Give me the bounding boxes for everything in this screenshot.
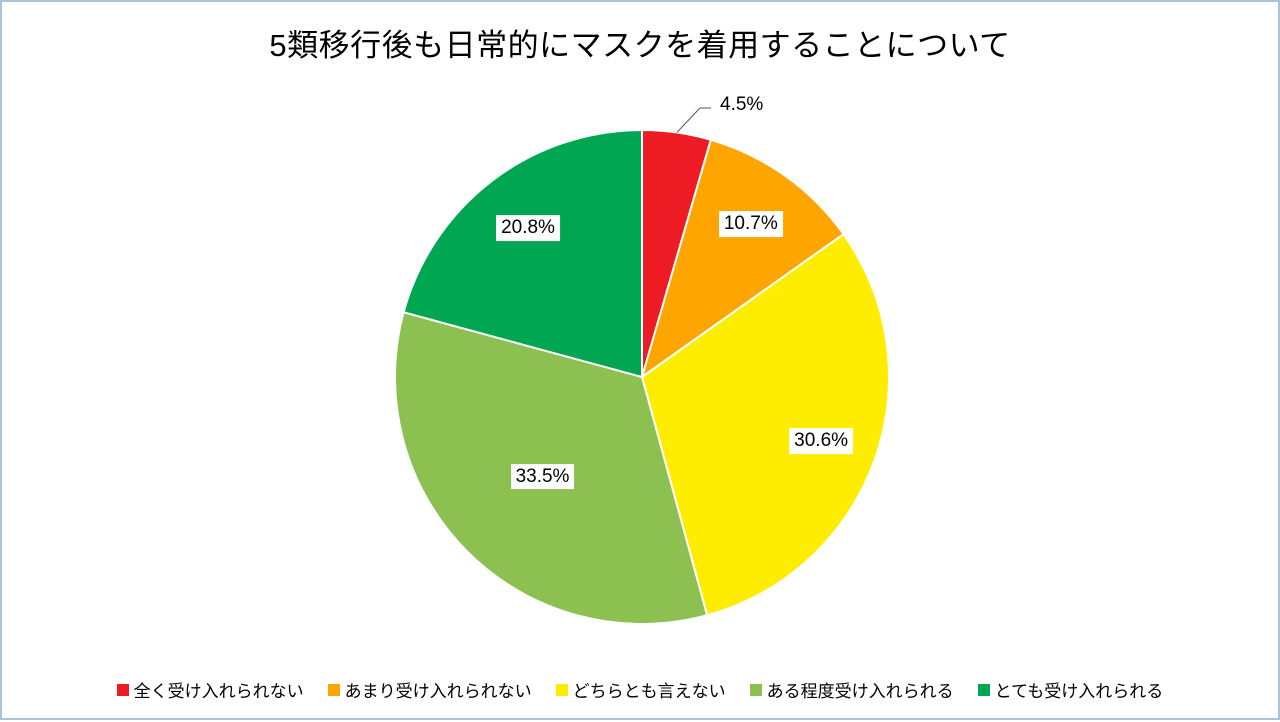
legend-item-2: どちらとも言えない — [555, 677, 726, 702]
legend-swatch-1 — [327, 683, 340, 696]
pie-slice-2 — [641, 233, 890, 617]
legend-item-3: ある程度受け入れられる — [749, 677, 954, 702]
legend-label-2: どちらとも言えない — [572, 682, 726, 701]
label-leader-line — [676, 107, 711, 133]
pie-slice-4 — [402, 129, 643, 378]
legend-item-4: とても受け入れられる — [977, 677, 1164, 702]
legend-item-0: 全く受け入れられない — [116, 677, 304, 702]
legend-swatch-3 — [749, 683, 762, 696]
legend-label-1: あまり受け入れられない — [344, 682, 532, 701]
chart-title: 5類移行後も日常的にマスクを着用することについて — [269, 28, 1011, 63]
legend-label-4: とても受け入れられる — [994, 682, 1164, 701]
legend-label-0: 全く受け入れられない — [133, 682, 304, 701]
pie-slice-1 — [641, 138, 845, 378]
legend-label-3: ある程度受け入れられる — [766, 682, 954, 701]
legend-swatch-0 — [116, 683, 129, 696]
legend-swatch-2 — [555, 683, 568, 696]
chart-legend: 全く受け入れられない あまり受け入れられない どちらとも言えない ある程度受け入れられ… — [2, 677, 1278, 702]
legend-swatch-4 — [977, 683, 990, 696]
legend-item-1: あまり受け入れられない — [327, 677, 532, 702]
